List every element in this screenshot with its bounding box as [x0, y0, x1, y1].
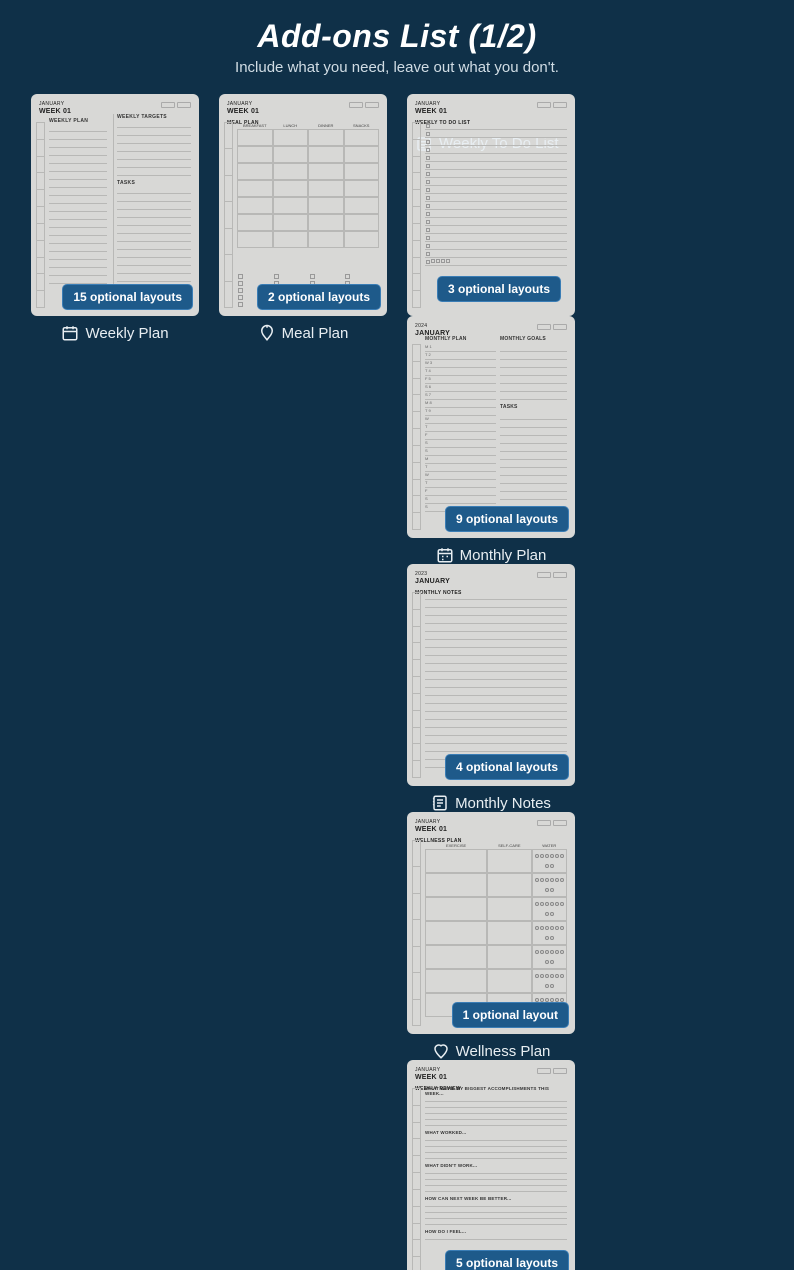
layout-count-badge: 2 optional layouts: [257, 284, 381, 310]
card-preview: 2024 JANUARY MONTHLY PLAN M 1T 2W 3 T 4F…: [407, 316, 575, 538]
meal-plan-icon: [258, 324, 276, 342]
card-weekly-todo[interactable]: JANUARY WEEK 01 WEEKLY TO DO LIST: [406, 94, 576, 1270]
todo-lines: 3 optional layouts: [425, 122, 567, 308]
card-preview: JANUARY WEEK 01 MEAL PLAN BREAKFAST LUNC…: [219, 94, 387, 316]
card-label: Monthly Notes: [431, 794, 551, 812]
card-wellness-plan[interactable]: JANUARY WEEK 01 WELLNESS PLAN EXERCISE S…: [407, 812, 575, 1060]
weekly-right-col: WEEKLY TARGETS TASKS: [117, 114, 191, 282]
cards-grid: JANUARY WEEK 01 WEEKLY TARGETS TASKS: [30, 94, 764, 1270]
card-label-text: Meal Plan: [282, 325, 349, 342]
card-preview: JANUARY WEEK 01 WELLNESS PLAN EXERCISE S…: [407, 812, 575, 1034]
card-monthly-notes[interactable]: 2023 JANUARY MONTHLY NOTES 4: [407, 564, 575, 812]
monthly-notes-icon: [431, 794, 449, 812]
card-preview: JANUARY WEEK 01 WEEKLY TARGETS TASKS: [31, 94, 199, 316]
side-tabs: [224, 122, 233, 308]
card-monthly-plan[interactable]: 2024 JANUARY MONTHLY PLAN M 1T 2W 3 T 4F…: [407, 316, 575, 564]
card-preview: 2023 JANUARY MONTHLY NOTES 4: [407, 564, 575, 786]
card-preview: JANUARY WEEK 01 WEEKLY REVIEW WHAT WERE …: [407, 1060, 575, 1270]
card-label-text: Weekly Plan: [85, 325, 168, 342]
monthly-split: MONTHLY PLAN M 1T 2W 3 T 4F 5S 6 S 7M 8T…: [425, 336, 567, 530]
meal-grid: BREAKFAST LUNCH DINNER SNACKS: [237, 122, 379, 248]
card-weekly-review[interactable]: JANUARY WEEK 01 WEEKLY REVIEW WHAT WERE …: [407, 1060, 575, 1270]
card-label: Meal Plan: [258, 324, 349, 342]
card-weekly-plan[interactable]: JANUARY WEEK 01 WEEKLY TARGETS TASKS: [30, 94, 200, 1270]
card-label-text: Monthly Plan: [460, 547, 547, 564]
weekly-left-lines: WEEKLY PLAN: [49, 118, 107, 308]
notes-lines: [425, 592, 567, 778]
monthly-plan-icon: [436, 546, 454, 564]
card-label-text: Wellness Plan: [456, 1043, 551, 1060]
page-subtitle: Include what you need, leave out what yo…: [30, 59, 764, 76]
card-preview: JANUARY WEEK 01 WEEKLY TO DO LIST: [407, 94, 575, 316]
layout-count-badge: 3 optional layouts: [437, 276, 561, 302]
card-top-buttons: [161, 102, 191, 108]
review-body: WHAT WERE MY BIGGEST ACCOMPLISHMENTS THI…: [425, 1086, 567, 1270]
card-label: Weekly Plan: [61, 324, 168, 342]
layout-count-badge: 4 optional layouts: [445, 754, 569, 780]
layout-count-badge: 15 optional layouts: [62, 284, 193, 310]
page-container: Add-ons List (1/2) Include what you need…: [0, 0, 794, 1270]
card-label-text: Monthly Notes: [455, 795, 551, 812]
wellness-grid: EXERCISE SELF-CARE WATER: [425, 842, 567, 1017]
card-label: Wellness Plan: [432, 1042, 551, 1060]
weekly-plan-icon: [61, 324, 79, 342]
layout-count-badge: 5 optional layouts: [445, 1250, 569, 1270]
card-label: Monthly Plan: [436, 546, 547, 564]
side-tabs: [36, 122, 45, 308]
layout-count-badge: 1 optional layout: [452, 1002, 569, 1028]
layout-count-badge: 9 optional layouts: [445, 506, 569, 532]
page-title: Add-ons List (1/2): [30, 18, 764, 55]
card-meal-plan[interactable]: JANUARY WEEK 01 MEAL PLAN BREAKFAST LUNC…: [218, 94, 388, 1270]
wellness-plan-icon: [432, 1042, 450, 1060]
